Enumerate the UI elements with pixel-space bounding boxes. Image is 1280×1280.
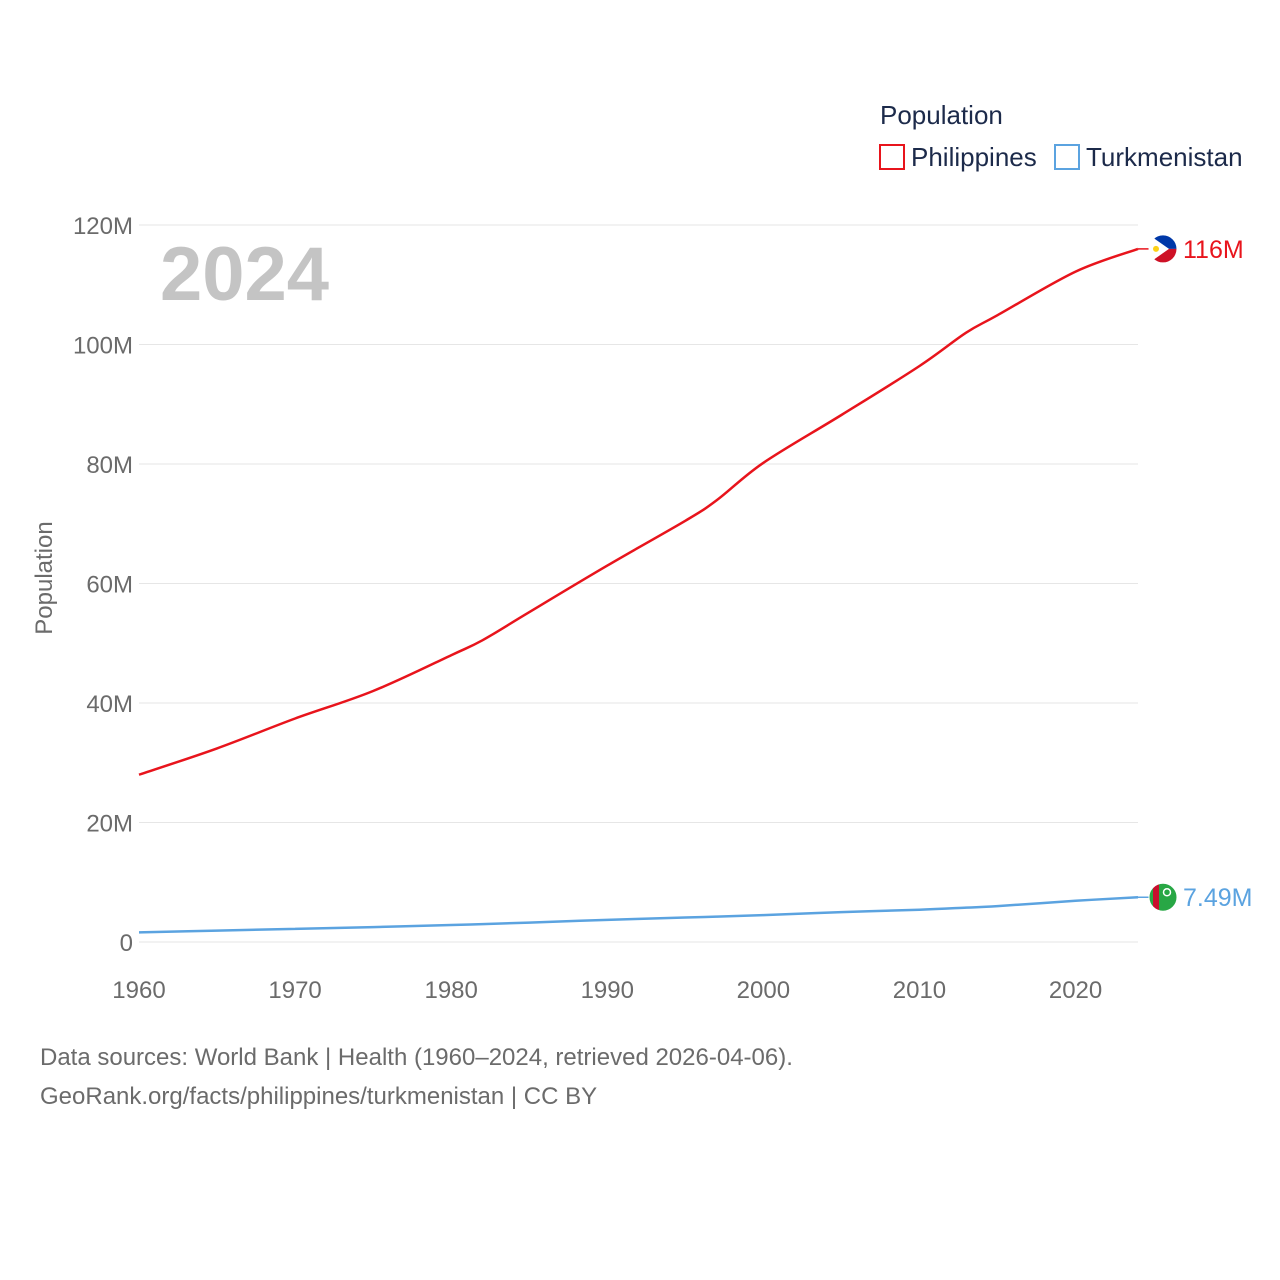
x-tick-label: 1980 [424,977,477,1004]
source-line-2: GeoRank.org/facts/philippines/turkmenist… [40,1083,598,1110]
y-tick-label: 120M [73,213,133,240]
x-tick-label: 2020 [1049,977,1102,1004]
x-tick-label: 2000 [737,977,790,1004]
legend-label-turkmenistan[interactable]: Turkmenistan [1086,142,1243,172]
y-tick-label: 100M [73,333,133,360]
y-axis-label: Population [31,521,58,634]
end-value-label: 116M [1183,236,1244,264]
grid-lines [139,224,1138,943]
source-line-1: Data sources: World Bank | Health (1960–… [40,1044,793,1071]
x-tick-label: 1960 [112,977,165,1004]
legend[interactable]: Population Philippines Turkmenistan [879,100,1243,172]
y-tick-label: 60M [86,572,133,599]
series-lines [138,247,1139,934]
y-tick-label: 0 [120,930,133,957]
year-watermark: 2024 [160,232,329,317]
end-value-label: 7.49M [1183,884,1252,912]
legend-swatch-turkmenistan[interactable] [1054,144,1080,170]
turkmenistan-flag [1148,882,1178,912]
y-tick-label: 20M [86,811,133,838]
legend-label-philippines[interactable]: Philippines [911,142,1037,172]
legend-swatch-philippines[interactable] [879,144,905,170]
series-line-turkmenistan [138,895,1139,934]
series-line-philippines [138,247,1139,776]
y-axis-ticks: 0 20M 40M 60M 80M 100M 120M [73,213,133,957]
x-axis-ticks: 1960 1970 1980 1990 2000 2010 2020 [112,977,1102,1004]
x-tick-label: 2010 [893,977,946,1004]
y-tick-label: 40M [86,691,133,718]
x-tick-label: 1970 [268,977,321,1004]
series-end-markers: 116M 7.49M [1138,234,1252,912]
legend-title: Population [880,100,1003,130]
population-line-chart: 0 20M 40M 60M 80M 100M 120M 1960 1970 1980 1990 20… [31,100,1252,1004]
x-tick-label: 1990 [581,977,634,1004]
y-tick-label: 80M [86,452,133,479]
philippines-flag [1148,234,1178,264]
